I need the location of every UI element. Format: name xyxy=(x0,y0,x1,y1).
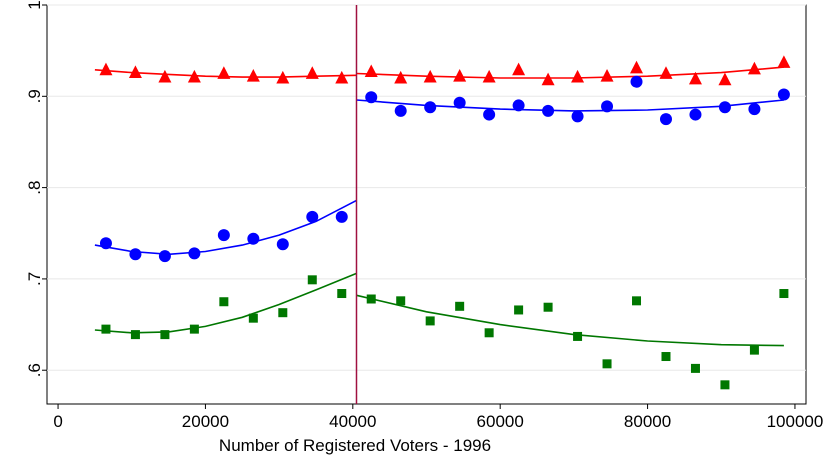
y-tick-label: .9 xyxy=(25,89,44,103)
point-triangle xyxy=(600,69,614,82)
point-triangle xyxy=(571,69,585,83)
point-triangle xyxy=(276,70,290,84)
point-triangle xyxy=(630,60,644,74)
y-tick-label: .8 xyxy=(25,181,44,195)
point-triangle xyxy=(158,69,172,83)
point-circle xyxy=(571,110,584,123)
point-circle xyxy=(247,232,260,245)
point-square xyxy=(573,331,583,341)
point-circle xyxy=(424,101,437,114)
point-square xyxy=(366,294,376,304)
y-tick-label: .7 xyxy=(25,272,44,286)
point-square xyxy=(248,313,258,323)
point-circle xyxy=(659,113,672,126)
point-triangle xyxy=(512,62,526,76)
point-triangle xyxy=(187,69,201,83)
point-circle xyxy=(630,75,643,88)
point-circle xyxy=(335,210,348,223)
point-square xyxy=(307,275,317,285)
point-circle xyxy=(601,100,614,113)
point-square xyxy=(130,330,140,340)
point-square xyxy=(455,301,465,311)
y-axis: .6 .7 .8 .9 1 xyxy=(25,0,47,377)
point-triangle xyxy=(659,66,673,79)
point-circle xyxy=(217,229,230,242)
x-tick-label: 60000 xyxy=(477,412,524,431)
point-circle xyxy=(129,248,142,261)
point-square xyxy=(632,296,642,306)
y-tick-label: .6 xyxy=(25,363,44,377)
point-circle xyxy=(689,108,702,121)
point-triangle xyxy=(482,69,496,83)
point-triangle xyxy=(99,62,113,76)
point-triangle xyxy=(423,69,437,83)
point-circle xyxy=(394,104,407,117)
point-circle xyxy=(483,108,496,121)
point-circle xyxy=(365,91,378,104)
x-tick-label: 100000 xyxy=(767,412,824,431)
point-triangle xyxy=(541,72,555,86)
point-square xyxy=(779,289,789,299)
x-tick-label: 80000 xyxy=(624,412,671,431)
y-tick-label: 1 xyxy=(25,0,44,9)
point-square xyxy=(602,359,612,369)
point-square xyxy=(337,289,347,299)
point-square xyxy=(189,324,199,334)
x-axis-title: Number of Registered Voters - 1996 xyxy=(219,436,491,455)
point-square xyxy=(661,352,671,362)
point-triangle xyxy=(305,66,319,79)
point-square xyxy=(219,297,229,307)
plot-area xyxy=(46,4,807,405)
data-points xyxy=(99,55,791,390)
point-square xyxy=(543,302,553,312)
point-triangle xyxy=(718,72,732,86)
point-square xyxy=(278,308,288,318)
point-triangle xyxy=(128,65,142,78)
x-tick-label: 0 xyxy=(53,412,62,431)
point-circle xyxy=(188,247,201,260)
point-circle xyxy=(718,101,731,114)
point-square xyxy=(101,324,111,334)
point-circle xyxy=(777,88,790,101)
point-square xyxy=(690,363,700,373)
point-square xyxy=(396,296,406,306)
point-triangle xyxy=(777,55,791,68)
point-square xyxy=(160,330,170,340)
point-square xyxy=(720,380,730,390)
point-circle xyxy=(158,250,171,263)
point-triangle xyxy=(394,70,408,84)
point-triangle xyxy=(747,61,761,75)
point-triangle xyxy=(453,69,467,82)
point-triangle xyxy=(217,66,231,79)
point-circle xyxy=(453,96,466,109)
x-tick-label: 40000 xyxy=(329,412,376,431)
gridlines xyxy=(47,4,806,371)
point-triangle xyxy=(364,64,378,78)
point-circle xyxy=(542,104,555,117)
point-square xyxy=(484,328,494,338)
point-square xyxy=(514,305,524,315)
point-square xyxy=(749,345,759,355)
point-circle xyxy=(276,238,289,251)
point-circle xyxy=(512,99,525,112)
point-circle xyxy=(748,103,761,116)
point-circle xyxy=(306,210,319,223)
point-triangle xyxy=(246,69,260,82)
x-axis: 0 20000 40000 60000 80000 100000 xyxy=(53,404,823,431)
point-circle xyxy=(99,237,112,250)
point-triangle xyxy=(688,71,702,85)
point-square xyxy=(425,316,435,326)
point-triangle xyxy=(335,70,349,84)
x-tick-label: 20000 xyxy=(182,412,229,431)
